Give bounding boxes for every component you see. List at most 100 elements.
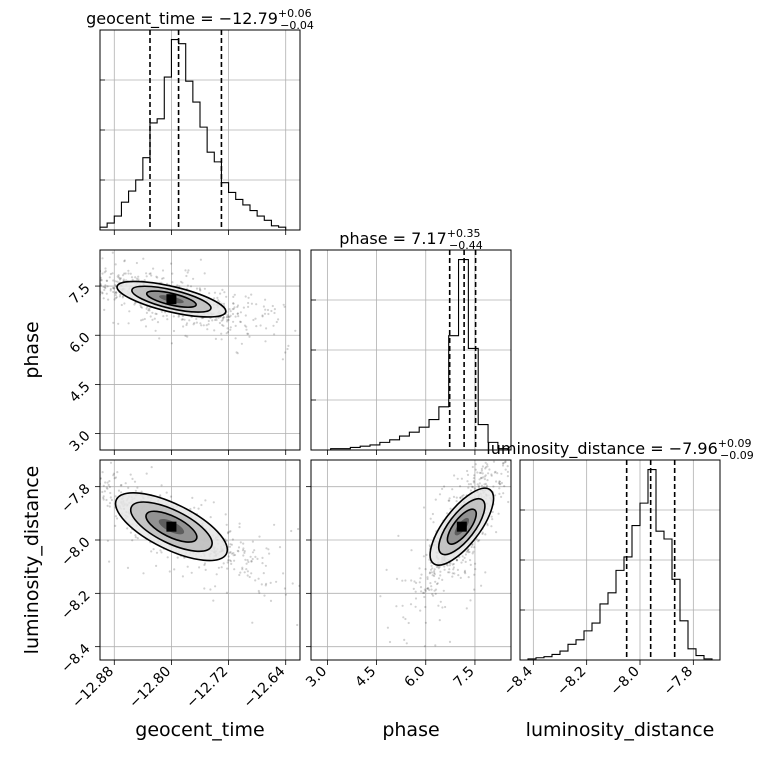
- sample-point: [184, 269, 187, 272]
- sample-point: [119, 293, 122, 296]
- sample-point: [222, 324, 225, 327]
- sample-point: [250, 560, 253, 563]
- sample-point: [455, 500, 458, 503]
- sample-point: [402, 616, 405, 619]
- sample-point: [185, 274, 188, 278]
- y-tick-label: 3.0: [67, 428, 94, 455]
- sample-point: [90, 498, 92, 500]
- sample-point: [452, 562, 455, 566]
- sample-point: [492, 460, 496, 463]
- sample-point: [58, 473, 60, 475]
- sample-point: [134, 536, 137, 539]
- sample-point: [247, 301, 250, 305]
- sample-point: [198, 566, 201, 569]
- x-axis-label-phase: phase: [382, 719, 439, 741]
- sample-point: [202, 324, 205, 327]
- x-tick-label: 7.5: [451, 664, 478, 691]
- sample-point: [248, 575, 251, 579]
- sample-point: [162, 315, 165, 318]
- sample-point: [430, 571, 433, 574]
- sample-point: [480, 452, 482, 454]
- sample-point: [214, 585, 217, 588]
- sample-point: [495, 531, 498, 534]
- sample-point: [139, 305, 142, 308]
- sample-point: [225, 295, 228, 298]
- sample-point: [55, 476, 57, 478]
- density-peak-marker: [166, 521, 177, 532]
- sample-point: [232, 320, 235, 323]
- sample-point: [112, 472, 115, 475]
- sample-point: [160, 551, 163, 554]
- sample-point: [135, 261, 138, 265]
- sample-point: [431, 574, 434, 577]
- sample-point: [261, 556, 264, 560]
- sample-point: [226, 314, 229, 317]
- sample-point: [140, 319, 143, 322]
- sample-point: [271, 304, 274, 308]
- sample-point: [468, 550, 471, 554]
- sample-point: [437, 577, 441, 580]
- sample-point: [472, 550, 475, 553]
- sample-point: [486, 522, 489, 525]
- sample-point: [401, 604, 404, 607]
- sample-point: [519, 412, 521, 414]
- x-tick-label: −8.4: [501, 663, 536, 698]
- sample-point: [222, 316, 225, 319]
- sample-point: [137, 278, 140, 281]
- sample-point: [236, 352, 239, 355]
- sample-point: [469, 483, 472, 486]
- sample-point: [447, 499, 450, 502]
- sample-point: [262, 305, 265, 308]
- sample-point: [226, 561, 229, 564]
- sample-point: [357, 342, 359, 344]
- sample-point: [433, 573, 436, 576]
- sample-point: [297, 527, 300, 531]
- sample-point: [492, 485, 495, 488]
- sample-point: [57, 284, 59, 286]
- sample-point: [504, 460, 507, 463]
- sample-point: [232, 554, 235, 557]
- sample-point: [38, 266, 40, 268]
- sample-point: [491, 409, 493, 411]
- sample-point: [503, 485, 506, 488]
- sample-point: [151, 318, 154, 321]
- sample-point: [490, 473, 493, 476]
- sample-point: [104, 284, 107, 287]
- sample-point: [487, 472, 490, 475]
- sample-point: [428, 544, 431, 547]
- sample-point: [425, 553, 428, 557]
- sample-point: [112, 286, 115, 289]
- sample-point: [114, 290, 117, 294]
- density-peak-marker: [166, 294, 177, 305]
- sample-point: [100, 477, 102, 480]
- sample-point: [170, 342, 173, 345]
- sample-point: [481, 531, 484, 534]
- sample-point: [103, 271, 106, 274]
- sample-point: [260, 583, 263, 586]
- sample-point: [431, 593, 434, 596]
- sample-point: [247, 332, 250, 335]
- sample-point: [254, 579, 257, 582]
- sample-point: [506, 420, 508, 422]
- sample-point: [480, 477, 483, 480]
- sample-point: [270, 309, 273, 313]
- sample-point: [209, 516, 212, 519]
- sample-point: [449, 507, 452, 510]
- sample-point: [498, 480, 501, 483]
- sample-point: [86, 252, 88, 254]
- sample-point: [497, 512, 500, 515]
- sample-point: [472, 480, 475, 483]
- sample-point: [95, 479, 97, 481]
- sample-point: [343, 365, 345, 367]
- contour-line-0: [114, 491, 229, 562]
- sample-point: [424, 589, 427, 593]
- sample-point: [228, 530, 231, 534]
- sample-point: [102, 498, 105, 501]
- sample-point: [104, 267, 107, 270]
- sample-point: [486, 524, 489, 527]
- sample-point: [247, 560, 250, 564]
- sample-point: [432, 521, 435, 524]
- sample-point: [296, 623, 299, 627]
- sample-point: [72, 458, 74, 460]
- sample-point: [237, 315, 240, 318]
